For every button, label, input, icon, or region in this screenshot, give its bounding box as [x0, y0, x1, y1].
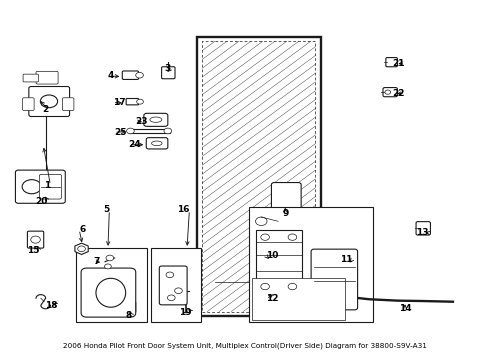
Text: 1: 1: [44, 181, 50, 190]
FancyBboxPatch shape: [36, 71, 58, 84]
Text: 17: 17: [112, 98, 125, 107]
Text: 16: 16: [177, 206, 189, 215]
Text: 21: 21: [392, 59, 404, 68]
Text: 7: 7: [93, 257, 100, 266]
Text: 10: 10: [265, 251, 278, 260]
Bar: [256, 230, 302, 292]
Text: 18: 18: [45, 301, 58, 310]
FancyBboxPatch shape: [40, 174, 61, 199]
FancyBboxPatch shape: [161, 67, 175, 79]
Ellipse shape: [149, 117, 162, 122]
Circle shape: [22, 180, 41, 194]
FancyBboxPatch shape: [271, 183, 301, 215]
FancyBboxPatch shape: [22, 98, 34, 111]
Ellipse shape: [96, 278, 125, 307]
Circle shape: [78, 246, 85, 252]
Ellipse shape: [151, 141, 162, 145]
Text: 22: 22: [392, 89, 404, 98]
Circle shape: [287, 234, 296, 240]
FancyBboxPatch shape: [29, 86, 69, 117]
Bar: [129, 129, 170, 133]
Bar: [202, 41, 315, 312]
Circle shape: [163, 128, 171, 134]
Text: 24: 24: [128, 140, 141, 149]
Text: 5: 5: [103, 206, 109, 215]
Text: 14: 14: [398, 304, 410, 313]
FancyBboxPatch shape: [81, 268, 136, 317]
FancyBboxPatch shape: [27, 231, 43, 248]
Text: 2006 Honda Pilot Front Door System Unit, Multiplex Control(Driver Side) Diagram : 2006 Honda Pilot Front Door System Unit,…: [62, 342, 426, 348]
Text: 12: 12: [265, 294, 278, 303]
FancyBboxPatch shape: [382, 87, 397, 97]
Bar: [251, 278, 345, 320]
Bar: [249, 207, 372, 322]
Circle shape: [136, 72, 143, 78]
Circle shape: [166, 272, 173, 278]
Text: 19: 19: [179, 308, 191, 317]
Text: 13: 13: [416, 229, 428, 238]
FancyBboxPatch shape: [310, 249, 357, 310]
Text: 11: 11: [339, 255, 351, 264]
Circle shape: [126, 128, 134, 134]
FancyBboxPatch shape: [159, 266, 187, 305]
Text: 25: 25: [114, 128, 126, 137]
Circle shape: [137, 99, 143, 104]
Text: 23: 23: [135, 117, 147, 126]
Text: 2: 2: [41, 105, 48, 114]
Text: 3: 3: [163, 64, 170, 73]
Circle shape: [287, 283, 296, 290]
FancyBboxPatch shape: [143, 113, 167, 126]
Circle shape: [260, 234, 269, 240]
Circle shape: [41, 95, 58, 108]
Circle shape: [255, 217, 266, 225]
Bar: [196, 37, 321, 316]
Bar: [76, 248, 146, 322]
Circle shape: [167, 295, 175, 301]
Circle shape: [384, 90, 390, 94]
FancyBboxPatch shape: [146, 138, 167, 149]
Text: 8: 8: [125, 311, 132, 320]
Text: 4: 4: [108, 71, 114, 80]
Text: 20: 20: [36, 197, 48, 206]
Circle shape: [106, 255, 113, 261]
Text: 9: 9: [282, 209, 288, 218]
Bar: [151, 248, 201, 322]
Circle shape: [104, 264, 111, 269]
Text: 6: 6: [79, 225, 85, 234]
FancyBboxPatch shape: [117, 302, 136, 312]
FancyBboxPatch shape: [415, 222, 429, 235]
FancyBboxPatch shape: [122, 71, 138, 80]
FancyBboxPatch shape: [16, 170, 65, 203]
Circle shape: [31, 236, 41, 243]
FancyBboxPatch shape: [23, 74, 39, 82]
Circle shape: [174, 288, 182, 293]
FancyBboxPatch shape: [62, 98, 74, 111]
FancyBboxPatch shape: [385, 58, 397, 67]
FancyBboxPatch shape: [126, 99, 138, 105]
Text: 15: 15: [27, 246, 40, 255]
Circle shape: [260, 283, 269, 290]
